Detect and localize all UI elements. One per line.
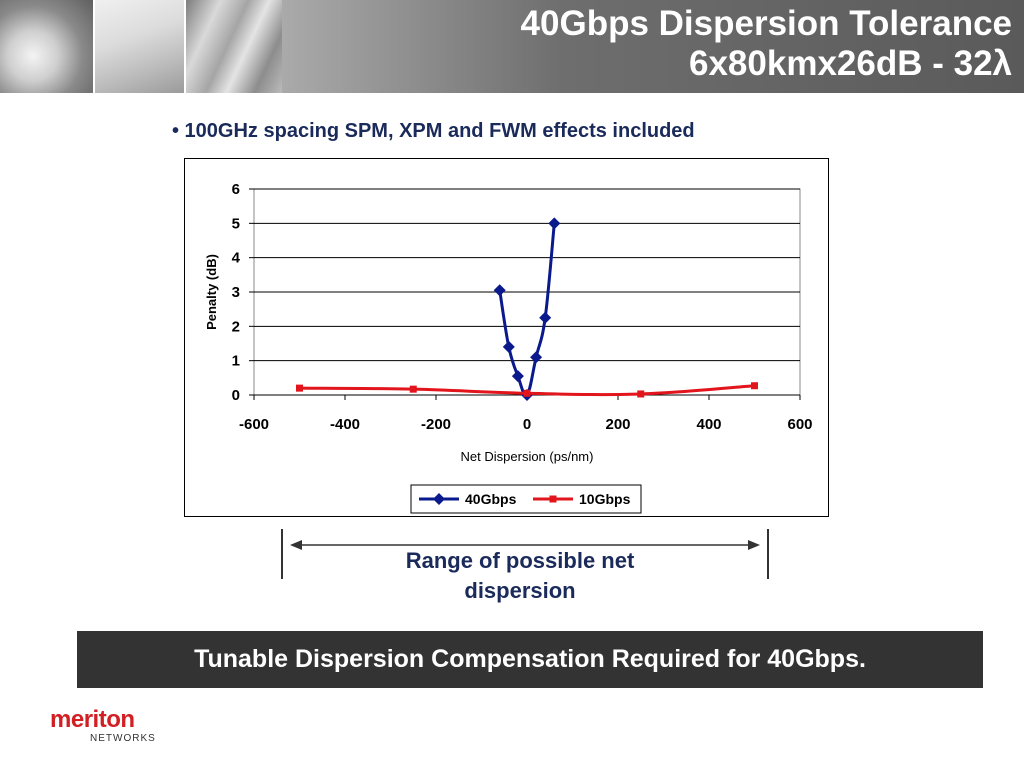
- header-divider: [184, 0, 186, 93]
- range-annotation: [281, 529, 769, 579]
- range-arrow-right-head: [748, 540, 760, 550]
- data-point-10Gbps: [296, 384, 303, 392]
- data-point-40Gbps: [548, 217, 561, 230]
- data-point-40Gbps: [493, 284, 506, 297]
- legend-label-10Gbps: 10Gbps: [579, 491, 631, 507]
- data-point-10Gbps: [409, 385, 417, 393]
- logo-subtitle: NETWORKS: [90, 733, 156, 744]
- x-tick-label: 600: [787, 416, 812, 433]
- range-arrow-left-head: [290, 540, 302, 550]
- legend-marker-40Gbps: [433, 493, 445, 505]
- range-label-line-2: dispersion: [464, 578, 576, 603]
- title-line-2: 6x80kmx26dB - 32λ: [689, 44, 1012, 83]
- data-point-40Gbps: [530, 351, 543, 364]
- title-line-1: 40Gbps Dispersion Tolerance: [520, 4, 1012, 43]
- legend-marker-10Gbps: [549, 495, 557, 503]
- data-point-40Gbps: [502, 340, 515, 353]
- logo-wordmark: meriton: [50, 706, 135, 733]
- slide-title: 40Gbps Dispersion Tolerance 6x80kmx26dB …: [521, 4, 1012, 84]
- y-tick-label: 5: [232, 215, 240, 232]
- range-label: Range of possible net dispersion: [360, 546, 680, 606]
- x-tick-label: 0: [523, 416, 531, 433]
- chart-container: 0 1 2 3 4 5 6 -600 -400 -200 0 200 400 600 Net Dispers…: [184, 158, 829, 517]
- bullet-point: • 100GHz spacing SPM, XPM and FWM effect…: [172, 120, 695, 142]
- dispersion-chart: 0 1 2 3 4 5 6 -600 -400 -200 0 200 400 600 Net Dispers…: [204, 181, 813, 514]
- y-tick-label: 2: [232, 318, 240, 335]
- meriton-logo: meriton NETWORKS: [50, 706, 156, 745]
- conclusion-banner: Tunable Dispersion Compensation Required…: [77, 631, 983, 688]
- y-tick-label: 4: [232, 250, 241, 267]
- header-band: 40Gbps Dispersion Tolerance 6x80kmx26dB …: [0, 0, 1024, 93]
- header-photo-cables: [186, 0, 282, 93]
- legend-label-40Gbps: 40Gbps: [465, 491, 517, 507]
- x-tick-label: -600: [239, 416, 269, 433]
- y-tick-label: 3: [232, 284, 240, 301]
- x-axis-title: Net Dispersion (ps/nm): [461, 449, 594, 464]
- range-label-line-1: Range of possible net: [405, 548, 635, 573]
- y-tick-label: 1: [232, 353, 240, 370]
- x-tick-label: 400: [696, 416, 721, 433]
- data-point-40Gbps: [539, 311, 552, 324]
- header-photo-panel: [95, 0, 185, 93]
- x-tick-label: -400: [330, 416, 360, 433]
- y-tick-label: 0: [232, 387, 240, 404]
- header-photo-dial: [0, 0, 94, 93]
- x-tick-label: 200: [605, 416, 630, 433]
- data-point-10Gbps: [637, 390, 645, 398]
- y-axis-title: Penalty (dB): [204, 254, 219, 330]
- data-point-10Gbps: [751, 382, 758, 390]
- y-tick-label: 6: [232, 181, 240, 198]
- data-point-40Gbps: [511, 370, 524, 383]
- header-divider: [93, 0, 95, 93]
- data-point-10Gbps: [523, 389, 531, 397]
- x-tick-label: -200: [421, 416, 451, 433]
- series-line-40Gbps: [498, 223, 556, 398]
